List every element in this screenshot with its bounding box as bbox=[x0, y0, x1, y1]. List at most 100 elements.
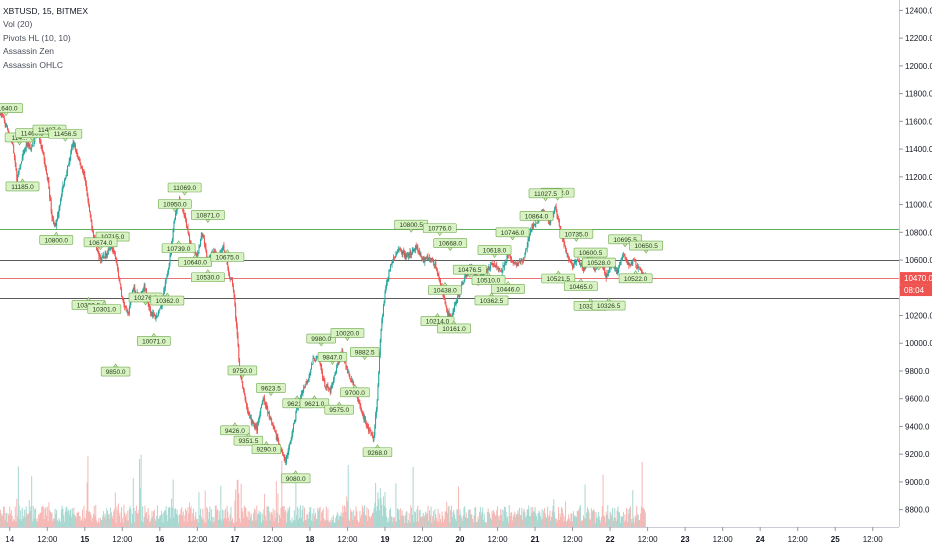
candle-body bbox=[384, 291, 386, 301]
candle-body bbox=[521, 260, 523, 262]
candle-body bbox=[624, 256, 626, 258]
volume-bar bbox=[177, 515, 179, 527]
pivot-box bbox=[581, 257, 616, 268]
indicator-ohlc[interactable]: Assassin OHLC bbox=[3, 59, 63, 70]
volume-bar bbox=[598, 516, 600, 527]
volume-bar bbox=[507, 516, 509, 527]
candle-body bbox=[422, 257, 424, 260]
candle-body bbox=[166, 276, 168, 278]
pivot-label: 11069.0 bbox=[167, 182, 202, 196]
volume-bar bbox=[27, 514, 29, 527]
volume-bar bbox=[578, 509, 580, 527]
indicator-pivots[interactable]: Pivots HL (10, 10) bbox=[3, 32, 71, 43]
volume-bar bbox=[373, 508, 375, 527]
volume-bar bbox=[335, 517, 337, 527]
volume-bar bbox=[222, 519, 224, 527]
volume-bar bbox=[585, 518, 587, 527]
pivot-label: 10522.0 bbox=[618, 270, 653, 284]
volume-bar bbox=[372, 512, 374, 527]
volume-bar bbox=[616, 510, 618, 527]
volume-bar bbox=[444, 511, 446, 527]
volume-bar bbox=[493, 509, 495, 527]
volume-bar bbox=[41, 507, 43, 527]
volume-bar bbox=[152, 517, 154, 527]
time-axis[interactable] bbox=[0, 527, 932, 550]
pivot-box bbox=[559, 229, 594, 239]
candle-body bbox=[99, 256, 101, 258]
volume-bar bbox=[640, 506, 642, 527]
candle-body bbox=[511, 258, 513, 261]
volume-bar bbox=[522, 519, 524, 527]
candle-body bbox=[379, 355, 381, 373]
candle-body bbox=[20, 161, 22, 164]
volume-bar bbox=[584, 484, 586, 527]
volume-bar bbox=[294, 520, 296, 527]
pivot-pointer bbox=[311, 395, 317, 400]
volume-bar bbox=[263, 509, 265, 527]
volume-bar bbox=[264, 515, 266, 527]
volume-bar bbox=[379, 510, 381, 527]
pivot-text: 9351.5 bbox=[238, 438, 258, 445]
candle-body bbox=[456, 300, 458, 302]
candle-body bbox=[291, 434, 293, 440]
candle-body bbox=[5, 124, 7, 127]
volume-bar bbox=[489, 513, 491, 527]
volume-bar bbox=[240, 483, 242, 527]
candle-body bbox=[142, 291, 144, 293]
volume-bar bbox=[554, 518, 556, 527]
candle-body bbox=[487, 269, 489, 271]
candle-body bbox=[220, 250, 222, 252]
pivot-pointer bbox=[643, 249, 649, 254]
volume-bar bbox=[127, 510, 129, 527]
volume-bar bbox=[366, 507, 368, 527]
candle-body bbox=[115, 256, 117, 261]
candle-body bbox=[156, 315, 158, 319]
volume-bar bbox=[349, 521, 351, 527]
candle-body bbox=[72, 142, 74, 145]
volume-bar bbox=[382, 516, 384, 527]
candle-body bbox=[312, 358, 314, 365]
candle-body bbox=[243, 390, 245, 394]
volume-bar bbox=[63, 515, 65, 527]
volume-bar bbox=[3, 506, 5, 527]
volume-bar bbox=[396, 508, 398, 527]
volume-bar bbox=[19, 519, 21, 527]
volume-bar bbox=[91, 521, 93, 527]
volume-bar bbox=[101, 520, 103, 527]
volume-bar bbox=[422, 515, 424, 527]
candle-body bbox=[520, 261, 522, 263]
volume-bar bbox=[440, 522, 442, 527]
volume-bar bbox=[397, 510, 399, 527]
volume-bar bbox=[61, 505, 63, 527]
volume-bar bbox=[600, 522, 602, 527]
candle-body bbox=[636, 265, 638, 269]
volume-bar bbox=[619, 522, 621, 527]
volume-bar bbox=[511, 520, 513, 527]
volume-bar bbox=[380, 498, 382, 527]
pivot-box bbox=[227, 365, 258, 376]
candle-body bbox=[307, 378, 309, 381]
candle-body bbox=[579, 263, 581, 265]
candle-body bbox=[614, 266, 616, 268]
indicator-vol[interactable]: Vol (20) bbox=[3, 19, 33, 30]
candle-body bbox=[457, 295, 459, 301]
candle-body bbox=[504, 262, 506, 265]
volume-bar bbox=[511, 512, 513, 527]
candle-body bbox=[426, 256, 428, 259]
candle-body bbox=[404, 251, 406, 257]
volume-bar bbox=[504, 507, 506, 527]
volume-bar bbox=[144, 505, 146, 527]
indicator-zen[interactable]: Assassin Zen bbox=[3, 46, 55, 57]
candle-body bbox=[345, 362, 347, 368]
candle-body bbox=[565, 248, 567, 254]
pivot-box bbox=[563, 281, 598, 292]
volume-bar bbox=[201, 519, 203, 527]
volume-bar bbox=[382, 496, 384, 527]
pivot-pointer bbox=[542, 197, 549, 202]
candle-body bbox=[496, 264, 498, 267]
candle-body bbox=[235, 318, 237, 327]
candle-body bbox=[62, 185, 64, 190]
candle-body bbox=[490, 263, 492, 266]
